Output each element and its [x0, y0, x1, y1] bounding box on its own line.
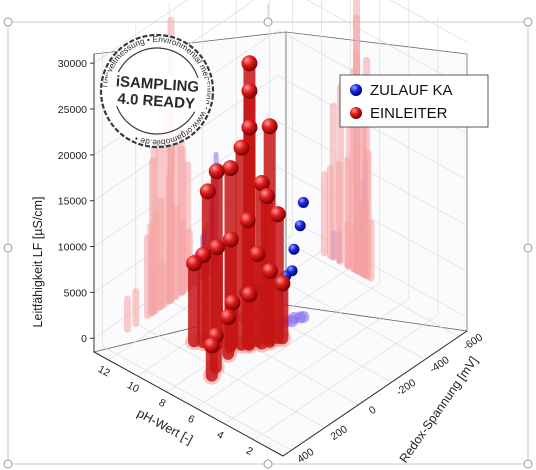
- grid-line: [389, 0, 468, 43]
- legend-marker-einleiter: [350, 107, 362, 119]
- point-einleiter: [222, 160, 239, 177]
- y-tick-label: 400: [295, 446, 316, 466]
- legend: ZULAUF KA EINLEITER: [339, 74, 489, 128]
- axes: [93, 54, 468, 457]
- z-tick-label: 5000: [64, 287, 88, 299]
- resize-handle-w[interactable]: [3, 243, 13, 253]
- point-einleiter: [261, 263, 278, 280]
- stamp-line1: iSAMPLING: [115, 73, 199, 96]
- x-tick-labels: 12 10 8 6 4 2: [96, 363, 255, 458]
- point-einleiter: [222, 231, 239, 248]
- resize-handle-n[interactable]: [263, 17, 273, 27]
- legend-marker-zulauf: [350, 84, 362, 96]
- z-tick-label: 10000: [58, 242, 87, 254]
- stamp-line2: 4.0 READY: [117, 90, 196, 112]
- point-einleiter: [233, 139, 250, 156]
- grid-line: [269, 232, 459, 337]
- resize-handle-e[interactable]: [523, 243, 533, 253]
- point-einleiter: [249, 246, 266, 263]
- point-einleiter: [208, 239, 225, 256]
- x-tick-label: 12: [96, 363, 112, 379]
- y-tick-label: 0: [367, 404, 379, 417]
- x-tick-label: 4: [215, 429, 226, 442]
- point-einleiter: [208, 163, 225, 180]
- x-axis-line: [93, 351, 284, 457]
- y-tick-label: 200: [329, 423, 350, 443]
- point-zulauf: [297, 196, 309, 208]
- x-tick-label: 2: [244, 445, 255, 458]
- y-tick-label: -200: [394, 377, 418, 399]
- resize-handle-s[interactable]: [263, 459, 273, 469]
- data-points: [186, 55, 309, 382]
- point-einleiter: [258, 188, 275, 205]
- grid-line: [277, 167, 468, 272]
- z-tick-label: 20000: [58, 150, 87, 162]
- resize-handle-ne[interactable]: [523, 17, 533, 27]
- point-einleiter: [220, 309, 237, 326]
- x-tick-label: 6: [186, 413, 197, 426]
- point-zulauf: [288, 243, 300, 255]
- x-tick-label: 10: [125, 379, 141, 395]
- x-tick-label: 8: [157, 397, 168, 410]
- grid-line: [224, 298, 410, 425]
- point-einleiter: [239, 212, 256, 229]
- point-einleiter: [199, 183, 216, 200]
- grid-line: [102, 346, 292, 451]
- z-axis-title: Leitfähigkeit LF [µS/cm]: [31, 197, 45, 328]
- z-tick-label: 30000: [58, 58, 87, 70]
- point-einleiter: [224, 294, 241, 311]
- x-axis-title: pH-Wert [-]: [135, 406, 195, 447]
- point-einleiter: [241, 82, 258, 99]
- point-einleiter: [241, 286, 258, 303]
- point-zulauf: [294, 220, 306, 232]
- y-tick-label: -600: [461, 331, 485, 353]
- grid-line: [306, 0, 468, 89]
- y-axis-line: [282, 330, 468, 457]
- z-tick-labels: 0 5000 10000 15000 20000 25000 30000: [58, 58, 94, 345]
- resize-handle-se[interactable]: [523, 459, 533, 469]
- point-einleiter: [253, 175, 270, 192]
- z-tick-label: 15000: [58, 196, 87, 208]
- grid-line: [253, 314, 439, 441]
- grid-line: [93, 0, 188, 64]
- point-einleiter: [261, 118, 278, 135]
- point-einleiter: [203, 337, 220, 354]
- point-einleiter: [274, 275, 291, 292]
- point-einleiter: [186, 255, 203, 272]
- z-tick-label: 25000: [58, 104, 87, 116]
- legend-box: [339, 74, 489, 128]
- z-tick-label: 0: [81, 333, 87, 345]
- legend-label-zulauf: ZULAUF KA: [370, 82, 453, 99]
- grid-line: [277, 121, 468, 226]
- y-tick-label: -400: [427, 354, 451, 376]
- resize-handle-sw[interactable]: [3, 459, 13, 469]
- projection-floor: [297, 311, 310, 324]
- resize-handle-nw[interactable]: [3, 17, 13, 27]
- point-einleiter: [241, 119, 258, 136]
- point-einleiter: [269, 206, 286, 223]
- selection-frame: [3, 4, 533, 469]
- point-einleiter: [241, 55, 258, 72]
- legend-label-einleiter: EINLEITER: [370, 105, 448, 122]
- grid-line: [277, 75, 468, 181]
- grid-line: [135, 323, 325, 428]
